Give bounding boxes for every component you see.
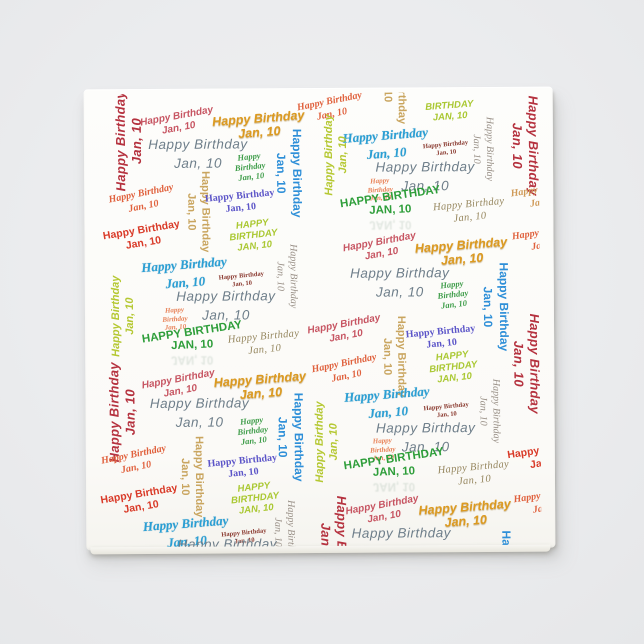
pattern-text: HAPPY BIRTHDAY JAN, 10 JAN, 10	[342, 445, 445, 493]
pattern-text: HAPPY BIRTHDAY JAN, 10	[228, 217, 279, 254]
pattern-text: Happy Birthday Jan, 10	[234, 150, 266, 183]
napkin-print-area: Happy Birthday Jan, 10 Happy Birthday Jan, …	[89, 92, 542, 548]
pattern-text: Happy Birthday Jan, 10	[437, 277, 469, 311]
pattern-text: HAPPY BIRTHDAY JAN, 10	[428, 348, 478, 386]
pattern-text: BIRTHDAY JAN, 10	[424, 98, 474, 124]
pattern-text: HAPPY BIRTHDAY JAN, 10 JAN, 10	[339, 183, 442, 231]
napkin: Happy Birthday Jan, 10 Happy Birthday Jan, …	[83, 86, 556, 555]
pattern-text: Happy Birthday Jan, 10	[236, 414, 269, 447]
